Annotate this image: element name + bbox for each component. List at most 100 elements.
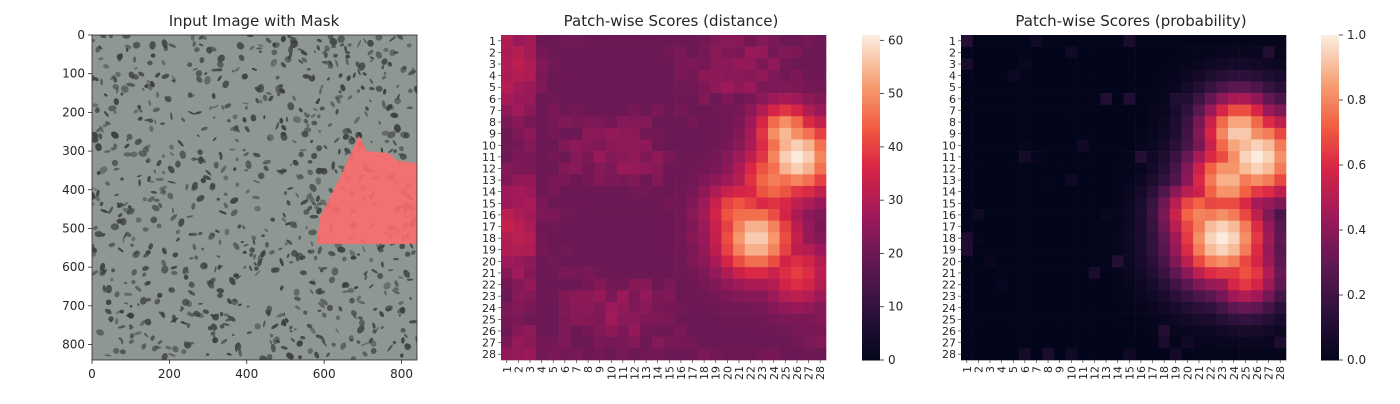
heatmap-cell: [802, 151, 815, 163]
colorbar-segment: [862, 104, 880, 109]
heatmap-cell: [524, 348, 537, 361]
probability-heatmap-title: Patch-wise Scores (probability): [1015, 12, 1246, 30]
heatmap-cell: [1274, 69, 1287, 82]
heatmap-cell: [651, 93, 664, 105]
heatmap-cell: [1007, 116, 1020, 129]
heatmap-cell: [501, 348, 513, 361]
heatmap-cell: [1158, 174, 1171, 187]
heatmap-cell: [535, 209, 548, 222]
heatmap-cell: [1146, 348, 1159, 361]
heatmap-cell: [972, 255, 985, 268]
heatmap-cell: [501, 127, 513, 140]
x-tick-label: 22: [745, 366, 758, 380]
heatmap-cell: [1262, 209, 1275, 222]
heatmap-cell: [733, 255, 746, 268]
heatmap-cell: [686, 197, 699, 210]
colorbar-segment: [1321, 230, 1339, 235]
heatmap-cell: [651, 104, 664, 117]
heatmap-cell: [663, 151, 676, 163]
heatmap-cell: [961, 313, 973, 326]
heatmap-cell: [1123, 104, 1136, 117]
heatmap-cell: [1274, 58, 1287, 71]
heatmap-cell: [1227, 267, 1240, 280]
heatmap-cell: [675, 232, 688, 245]
y-tick-label: 400: [62, 183, 85, 197]
heatmap-cell: [512, 220, 525, 233]
heatmap-cell: [501, 151, 513, 163]
y-tick-label: 20: [482, 255, 496, 268]
heatmap-cell: [1007, 81, 1020, 94]
heatmap-cell: [640, 209, 653, 222]
heatmap-cell: [1227, 81, 1240, 94]
heatmap-cell: [984, 69, 997, 82]
heatmap-cell: [961, 93, 973, 105]
heatmap-cell: [1169, 185, 1182, 198]
heatmap-cell: [675, 127, 688, 140]
y-tick-label: 28: [482, 348, 496, 361]
heatmap-cell: [559, 313, 571, 326]
heatmap-cell: [791, 127, 804, 140]
heatmap-cell: [791, 162, 804, 175]
colorbar-segment: [1321, 160, 1339, 166]
heatmap-cell: [686, 93, 699, 105]
y-tick-label: 4: [489, 70, 496, 83]
heatmap-cell: [1135, 290, 1148, 303]
colorbar-segment: [862, 193, 880, 198]
heatmap-cell: [1088, 290, 1101, 303]
heatmap-cell: [524, 151, 537, 163]
colorbar-segment: [862, 209, 880, 215]
heatmap-cell: [802, 93, 815, 105]
heatmap-cell: [1007, 348, 1020, 361]
heatmap-cell: [686, 58, 699, 71]
heatmap-cell: [961, 267, 973, 280]
heatmap-cell: [1030, 104, 1043, 117]
x-tick-label: 800: [390, 367, 413, 381]
heatmap-cell: [1030, 81, 1043, 94]
heatmap-cell: [593, 162, 606, 175]
heatmap-cell: [512, 313, 525, 326]
heatmap-cell: [1158, 139, 1171, 152]
heatmap-cell: [779, 313, 792, 326]
heatmap-cell: [1262, 197, 1275, 210]
heatmap-cell: [617, 232, 629, 245]
heatmap-cell: [628, 197, 641, 210]
colorbar-segment: [862, 258, 880, 263]
x-tick-label: 21: [733, 366, 746, 380]
heatmap-cell: [1077, 185, 1089, 198]
heatmap-cell: [1007, 104, 1020, 117]
heatmap-cell: [756, 243, 769, 256]
colorbar-tick-label: 50: [888, 87, 903, 101]
heatmap-cell: [559, 46, 571, 59]
heatmap-cell: [1053, 58, 1066, 71]
heatmap-cell: [721, 58, 734, 71]
heatmap-cell: [961, 348, 973, 361]
heatmap-cell: [1100, 46, 1113, 59]
heatmap-cell: [1030, 174, 1043, 187]
heatmap-cell: [1216, 278, 1229, 291]
heatmap-cell: [535, 197, 548, 210]
heatmap-cell: [1077, 209, 1089, 222]
heatmap-cell: [559, 93, 571, 105]
heatmap-cell: [617, 35, 629, 47]
heatmap-cell: [791, 301, 804, 314]
heatmap-cell: [524, 81, 537, 94]
heatmap-cell: [744, 35, 757, 47]
heatmap-cell: [1274, 46, 1287, 59]
heatmap-cell: [1077, 197, 1089, 210]
heatmap-cell: [1088, 278, 1101, 291]
image-frame: [91, 34, 418, 361]
heatmap-cell: [1042, 290, 1055, 303]
heatmap-cell: [559, 104, 571, 117]
heatmap-cell: [1181, 209, 1194, 222]
heatmap-cell: [802, 313, 815, 326]
heatmap-cell: [512, 325, 525, 338]
heatmap-cell: [535, 336, 548, 349]
heatmap-cell: [1193, 336, 1206, 349]
heatmap-cell: [1019, 127, 1031, 140]
heatmap-cell: [1123, 93, 1136, 105]
heatmap-cell: [524, 278, 537, 291]
heatmap-cell: [1135, 46, 1148, 59]
heatmap-cell: [512, 301, 525, 314]
heatmap-cell: [1158, 267, 1171, 280]
heatmap-cell: [1088, 81, 1101, 94]
